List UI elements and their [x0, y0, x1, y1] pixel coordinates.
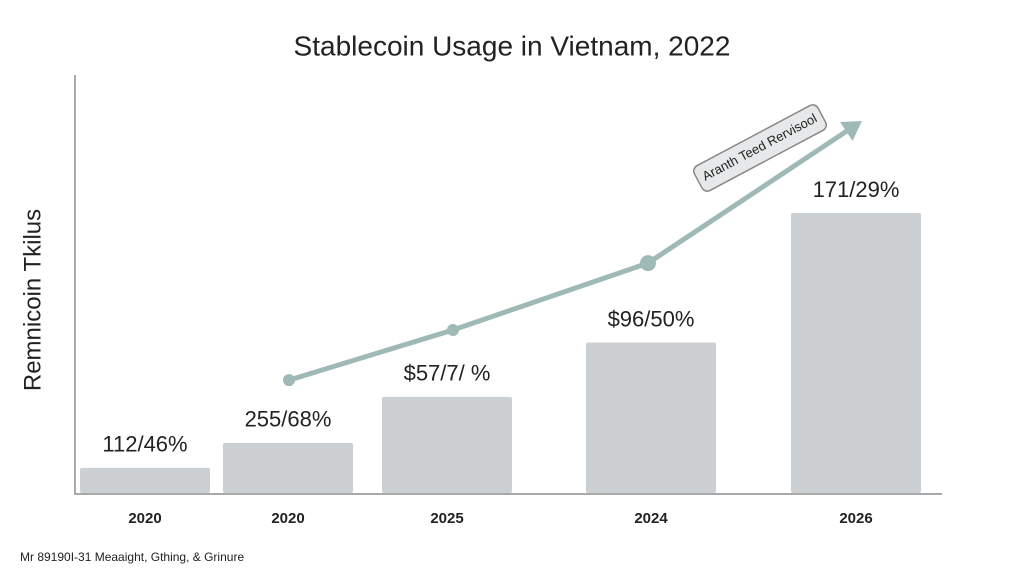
- bar-label: 255/68%: [245, 407, 332, 432]
- bar-label: $96/50%: [608, 306, 695, 331]
- bar-label: 171/29%: [813, 177, 900, 202]
- bar-label: 112/46%: [102, 432, 187, 457]
- trend-line: [286, 128, 850, 383]
- x-tick-label: 2025: [430, 510, 463, 527]
- x-tick-label: 2020: [128, 510, 161, 527]
- trend-point: [447, 323, 459, 336]
- bar: [382, 396, 512, 493]
- x-tick-label: 2026: [839, 510, 872, 527]
- bar-label: $57/7/ %: [404, 361, 491, 386]
- footnote: Mr 89190I-31 Meaaight, Gthing, & Grinure: [20, 550, 244, 564]
- bar: [80, 467, 210, 493]
- x-tick-label: 2024: [634, 510, 668, 527]
- trend-point: [640, 255, 656, 272]
- chart-title: Stablecoin Usage in Vietnam, 2022: [294, 30, 731, 61]
- trend-point: [283, 374, 295, 387]
- y-axis-label: Remnicoin Tkilus: [19, 209, 46, 391]
- annotation-box: [692, 104, 828, 192]
- bar: [223, 442, 353, 493]
- x-tick-label: 2020: [271, 510, 304, 527]
- trend-arrowhead: [840, 120, 862, 141]
- bar: [586, 342, 716, 493]
- bar: [791, 212, 921, 493]
